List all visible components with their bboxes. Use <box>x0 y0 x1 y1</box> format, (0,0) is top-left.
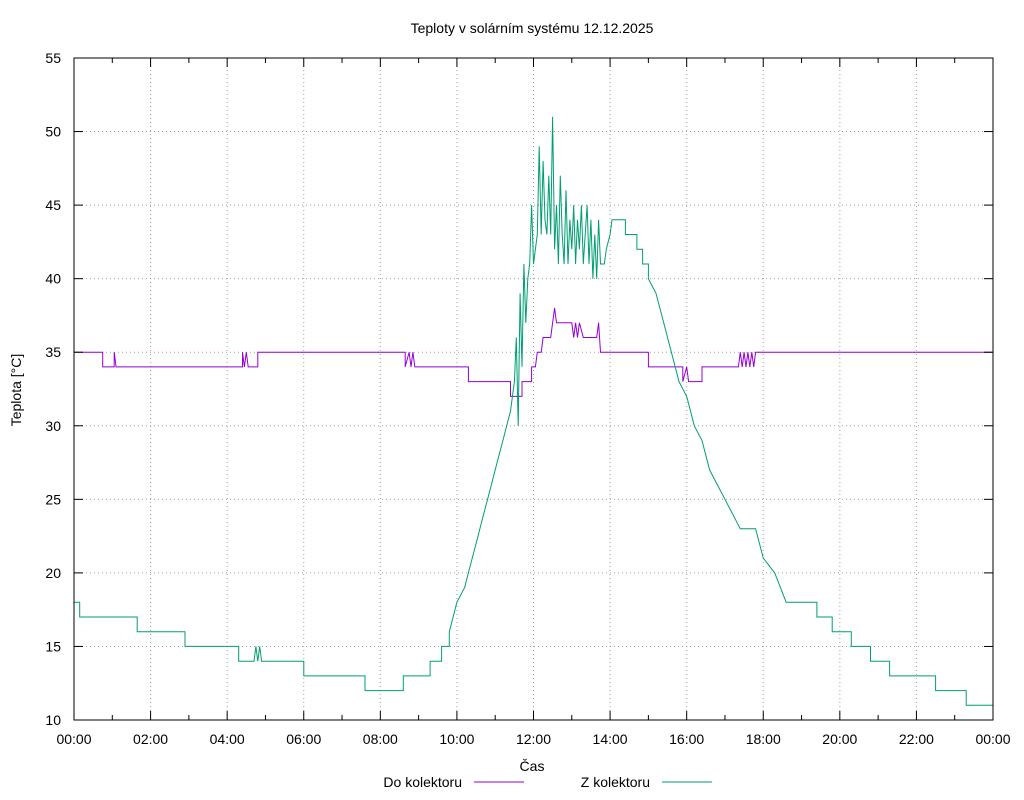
y-tick-label: 20 <box>45 565 61 581</box>
x-axis-label: Čas <box>520 758 545 774</box>
x-tick-label: 04:00 <box>210 731 245 747</box>
x-tick-label: 02:00 <box>133 731 168 747</box>
chart-title: Teploty v solárním systému 12.12.2025 <box>411 20 654 36</box>
y-tick-label: 30 <box>45 418 61 434</box>
legend-label-do-kolektoru: Do kolektoru <box>383 774 462 790</box>
y-tick-label: 40 <box>45 271 61 287</box>
y-tick-label: 50 <box>45 124 61 140</box>
y-tick-label: 35 <box>45 344 61 360</box>
series-layer <box>74 116 993 706</box>
x-tick-label: 06:00 <box>286 731 321 747</box>
x-tick-label: 10:00 <box>439 731 474 747</box>
legend-label-z-kolektoru: Z kolektoru <box>581 774 650 790</box>
x-tick-label: 20:00 <box>822 731 857 747</box>
x-tick-label: 14:00 <box>593 731 628 747</box>
y-tick-label: 25 <box>45 491 61 507</box>
legend: Do kolektoru Z kolektoru <box>383 774 712 790</box>
x-tick-label: 00:00 <box>56 731 91 747</box>
x-tick-label: 00:00 <box>975 731 1010 747</box>
y-tick-label: 15 <box>45 638 61 654</box>
series-line-do-kolektoru <box>74 308 993 397</box>
y-tick-label: 45 <box>45 197 61 213</box>
series-line-z-kolektoru <box>74 116 993 706</box>
x-tick-label: 08:00 <box>363 731 398 747</box>
y-tick-label: 10 <box>45 712 61 728</box>
y-axis-label: Teplota [°C] <box>8 354 24 427</box>
x-tick-label: 18:00 <box>746 731 781 747</box>
x-tick-label: 12:00 <box>516 731 551 747</box>
axis-ticks: 10 15 20 25 30 35 40 45 50 55 00:00 02:00 04:00 06:00… <box>45 50 1010 747</box>
y-tick-label: 55 <box>45 50 61 66</box>
x-tick-label: 22:00 <box>899 731 934 747</box>
x-tick-label: 16:00 <box>669 731 704 747</box>
